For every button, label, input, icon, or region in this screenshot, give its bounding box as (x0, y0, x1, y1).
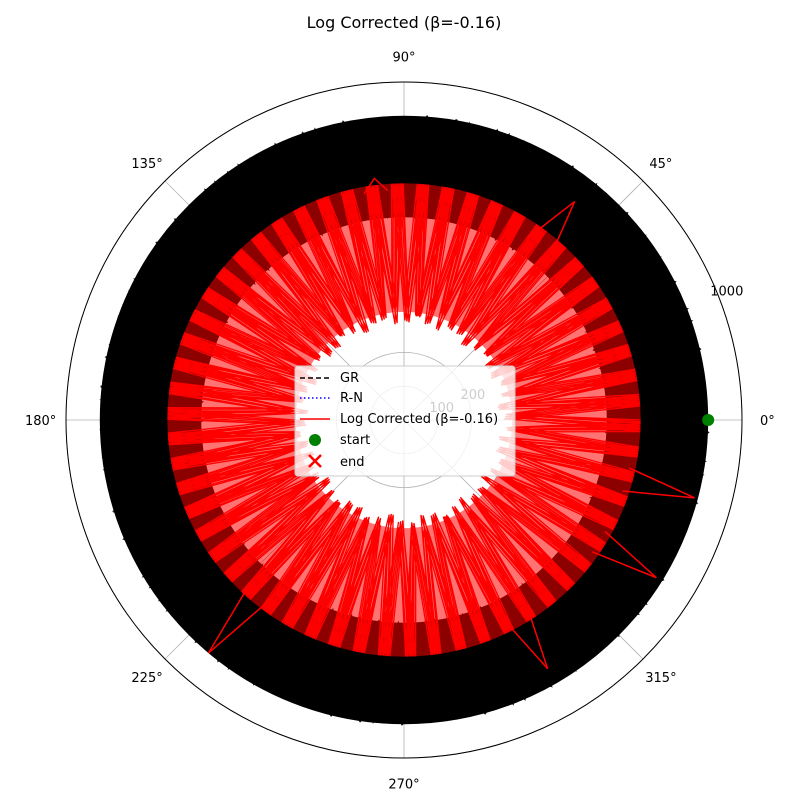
legend-label-start: start (340, 433, 370, 448)
legend-label-end: end (340, 455, 365, 470)
theta-tick-label: 135° (131, 157, 162, 172)
theta-tick-label: 315° (645, 671, 676, 686)
data-layer (97, 114, 715, 727)
series-log-corrected-spike (591, 530, 657, 579)
series-log-corrected-spike (507, 612, 549, 670)
series-log-corrected-spike (363, 177, 389, 195)
polar-frame (65, 81, 743, 759)
legend-swatch-start (309, 434, 321, 446)
series-log-corrected-spike (535, 201, 576, 247)
theta-tick-label: 45° (649, 157, 672, 172)
r-tick-label: 1000 (710, 285, 743, 300)
legend-label-gr: GR (340, 371, 359, 386)
legend-item-gr: GR (300, 371, 359, 386)
series-log-corrected-band (167, 183, 641, 657)
start-marker (702, 414, 715, 426)
legend-swatch-end (308, 454, 322, 468)
legend-label-log-corrected: Log Corrected (β=-0.16) (340, 412, 498, 427)
theta-tick-label: 90° (392, 51, 415, 66)
legend-item-start: start (309, 433, 370, 448)
legend-label-rn: R-N (340, 391, 363, 406)
legend-frame (294, 365, 516, 477)
series-log-corrected-spike (207, 587, 267, 654)
legend-item-end: end (308, 454, 365, 470)
theta-tick-label: 225° (131, 671, 162, 686)
theta-tick-label: 180° (25, 414, 56, 429)
legend-item-rn: R-N (300, 391, 363, 406)
legend-item-log-corrected: Log Corrected (β=-0.16) (300, 412, 498, 427)
series-gr-line (97, 114, 710, 727)
theta-tick-label: 270° (388, 777, 419, 792)
chart-title: Log Corrected (β=-0.16) (307, 13, 502, 32)
series-log-corrected-spike (622, 467, 695, 499)
legend: GR R-N Log Corrected (β=-0.16) start end (294, 365, 516, 477)
theta-tick-label: 0° (760, 414, 775, 429)
